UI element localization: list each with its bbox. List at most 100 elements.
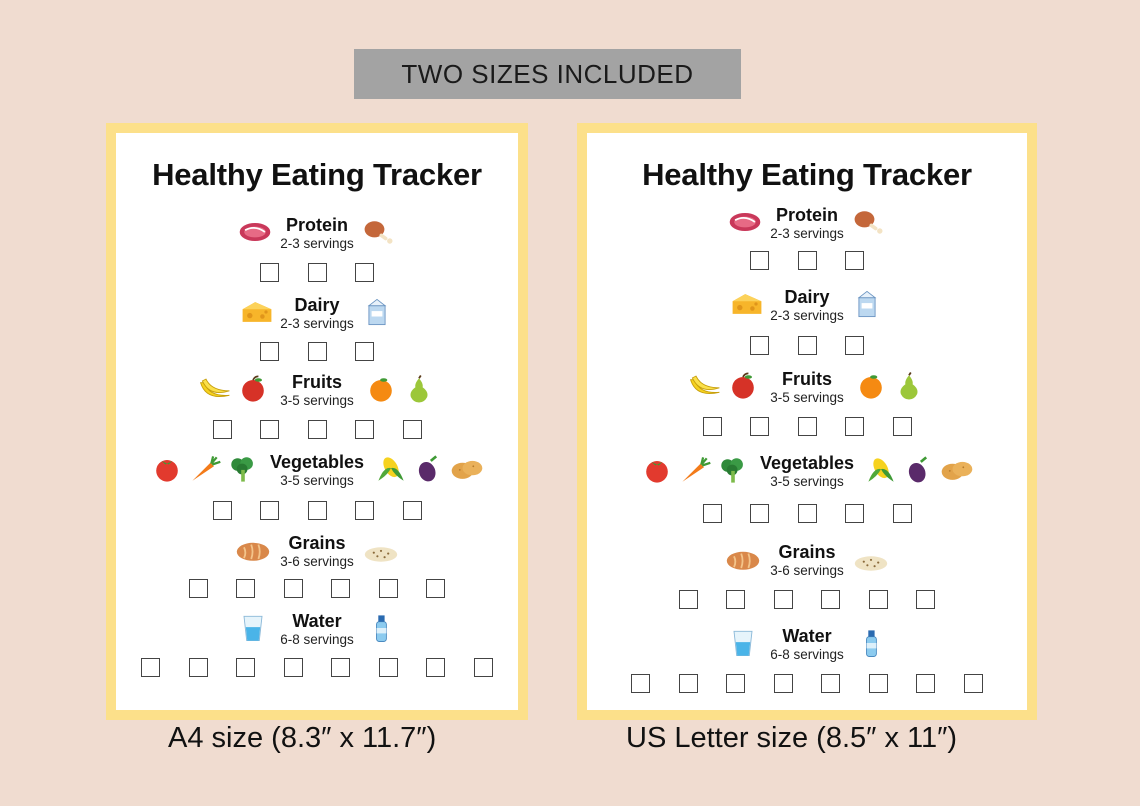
milk-carton-icon [849,289,885,319]
corn-icon [863,455,899,485]
dairy-label: Dairy [784,287,830,307]
vegetables-serving-checkbox[interactable] [355,501,374,520]
water-serving-checkbox[interactable] [868,674,888,693]
fruits-serving-checkbox[interactable] [892,417,912,436]
protein-serving-checkbox[interactable] [355,263,374,282]
water-serving-checkbox[interactable] [141,658,161,677]
a4-category-water: Water 6-8 servings [116,611,518,671]
vegetables-serving-checkbox[interactable] [212,501,232,520]
grains-serving-checkbox[interactable] [331,579,351,598]
water-serving-checkbox[interactable] [963,674,983,693]
vegetables-label: Vegetables [269,452,365,472]
grains-serving-checkbox[interactable] [678,590,698,609]
fruits-serving-checkbox[interactable] [307,420,327,439]
water-serving-checkbox[interactable] [678,674,698,693]
water-serving-checkbox[interactable] [236,658,256,677]
carrot-icon [677,455,713,485]
dairy-checkbox-row [116,342,518,361]
steak-icon [727,207,763,237]
protein-servings: 2-3 servings [280,236,354,251]
fruits-serving-checkbox[interactable] [845,417,864,436]
chicken-leg-icon [361,217,397,247]
corn-icon [373,454,409,484]
water-label: Water [782,626,832,646]
grains-serving-checkbox[interactable] [378,579,398,598]
dairy-label-group: Dairy 2-3 servings [116,295,518,332]
water-serving-checkbox[interactable] [473,658,493,677]
grains-serving-checkbox[interactable] [726,590,746,609]
protein-serving-checkbox[interactable] [750,251,769,270]
fruits-serving-checkbox[interactable] [212,420,232,439]
fruits-label: Fruits [291,372,342,392]
water-serving-checkbox[interactable] [773,674,793,693]
steak-icon [237,217,273,247]
sizes-banner-text: TWO SIZES INCLUDED [401,58,694,89]
grains-serving-checkbox[interactable] [773,590,793,609]
vegetables-serving-checkbox[interactable] [260,501,279,520]
fruits-label: Fruits [781,369,832,389]
protein-serving-checkbox[interactable] [307,263,327,282]
water-label: Water [292,611,342,631]
protein-serving-checkbox[interactable] [260,263,279,282]
bread-icon [725,544,761,574]
fruits-serving-checkbox[interactable] [260,420,279,439]
vegetables-serving-checkbox[interactable] [750,504,769,523]
dairy-serving-checkbox[interactable] [797,336,817,355]
fruits-serving-checkbox[interactable] [750,417,769,436]
vegetables-serving-checkbox[interactable] [402,501,422,520]
a4-category-grains: Grains 3-6 servings [116,533,518,593]
eggplant-icon [411,454,447,484]
letter-category-vegetables: Vegetables 3-5 servings [587,453,1027,513]
water-servings: 6-8 servings [770,647,844,662]
water-serving-checkbox[interactable] [331,658,351,677]
water-serving-checkbox[interactable] [726,674,746,693]
grains-serving-checkbox[interactable] [868,590,888,609]
dairy-serving-checkbox[interactable] [355,342,374,361]
dairy-serving-checkbox[interactable] [307,342,327,361]
vegetables-serving-checkbox[interactable] [797,504,817,523]
grains-serving-checkbox[interactable] [236,579,256,598]
vegetables-serving-checkbox[interactable] [892,504,912,523]
vegetables-checkbox-row [587,504,1027,523]
water-checkbox-row [116,658,518,677]
water-serving-checkbox[interactable] [821,674,841,693]
vegetables-servings: 3-5 servings [770,474,844,489]
letter-category-fruits: Fruits 3-5 servings [587,369,1027,429]
vegetables-serving-checkbox[interactable] [307,501,327,520]
dairy-label: Dairy [294,295,340,315]
fruits-serving-checkbox[interactable] [355,420,374,439]
letter-category-grains: Grains 3-6 servings [587,542,1027,602]
banana-icon [197,374,233,404]
fruits-serving-checkbox[interactable] [702,417,722,436]
letter-sheet: Healthy Eating Tracker Protein 2-3 serving… [577,123,1037,720]
grains-checkbox-row [587,590,1027,609]
fruits-label-group: Fruits 3-5 servings [587,369,1027,406]
water-serving-checkbox[interactable] [426,658,446,677]
tomato-icon [639,455,675,485]
grains-serving-checkbox[interactable] [821,590,841,609]
water-serving-checkbox[interactable] [283,658,303,677]
fruits-serving-checkbox[interactable] [797,417,817,436]
protein-serving-checkbox[interactable] [845,251,864,270]
dairy-serving-checkbox[interactable] [260,342,279,361]
dairy-serving-checkbox[interactable] [750,336,769,355]
dairy-serving-checkbox[interactable] [845,336,864,355]
protein-serving-checkbox[interactable] [797,251,817,270]
water-serving-checkbox[interactable] [378,658,398,677]
grains-serving-checkbox[interactable] [916,590,936,609]
rice-icon [363,535,399,565]
water-serving-checkbox[interactable] [916,674,936,693]
grains-serving-checkbox[interactable] [283,579,303,598]
apple-icon [235,374,271,404]
a4-tracker-title: Healthy Eating Tracker [152,157,482,192]
water-serving-checkbox[interactable] [188,658,208,677]
vegetables-serving-checkbox[interactable] [702,504,722,523]
a4-category-fruits: Fruits 3-5 servings [116,372,518,432]
fruits-serving-checkbox[interactable] [402,420,422,439]
rice-icon [853,544,889,574]
water-serving-checkbox[interactable] [631,674,651,693]
grains-serving-checkbox[interactable] [188,579,208,598]
vegetables-serving-checkbox[interactable] [845,504,864,523]
grains-serving-checkbox[interactable] [426,579,446,598]
water-checkbox-row [587,674,1027,693]
